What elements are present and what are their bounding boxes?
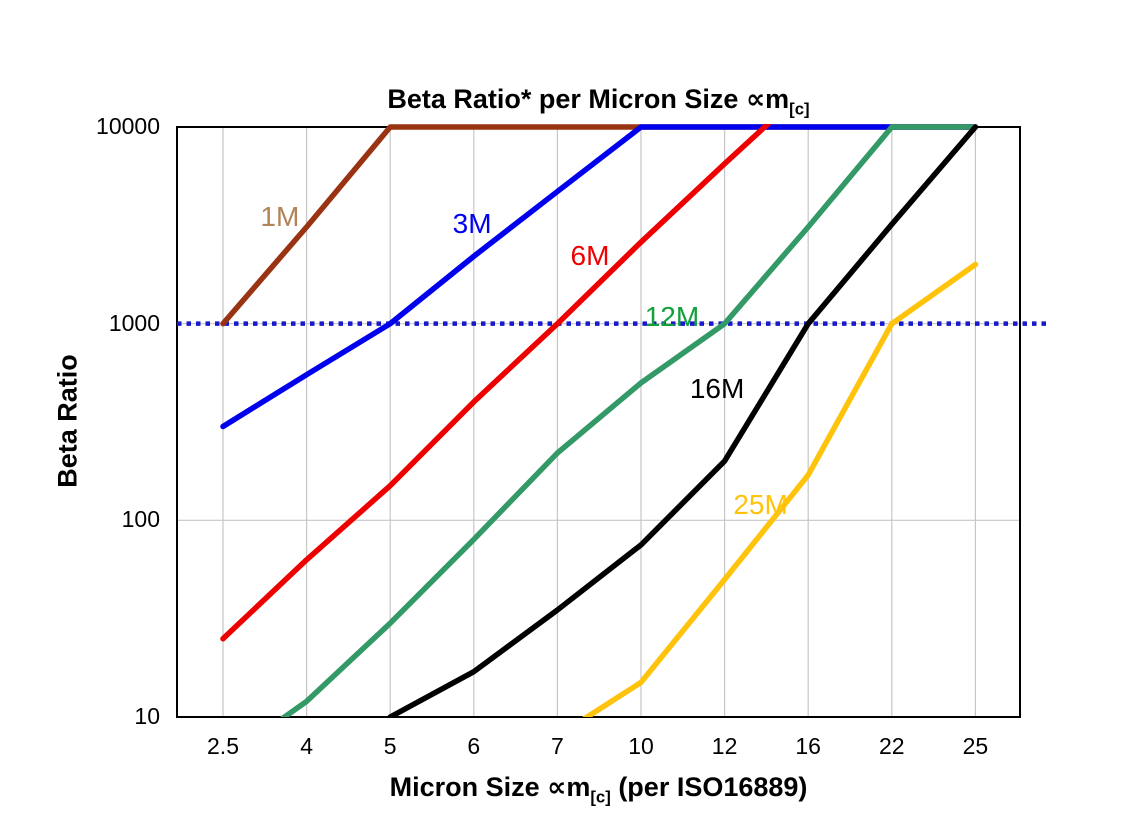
- x-axis-title-subscript: [c]: [590, 787, 611, 807]
- series-line-6M: [220, 124, 772, 642]
- chart-title-subscript: [c]: [789, 99, 810, 119]
- series-label-25M: 25M: [733, 488, 788, 520]
- x-axis-title-suffix: (per ISO16889): [610, 772, 808, 802]
- x-tick-label-2.5: 2.5: [207, 733, 239, 759]
- x-tick-label-12: 12: [711, 733, 738, 759]
- series-line-16M: [387, 124, 979, 717]
- x-tick-label-10: 10: [628, 733, 654, 759]
- x-tick-label-16: 16: [795, 733, 821, 759]
- x-tick-label-22: 22: [879, 733, 905, 759]
- x-tick-label-4: 4: [300, 733, 313, 759]
- series-line-25M: [582, 261, 979, 717]
- y-axis-title: Beta Ratio: [52, 354, 83, 488]
- series-label-12M: 12M: [644, 301, 700, 333]
- x-axis-title-text: Micron Size ∝m: [389, 772, 591, 802]
- y-tick-label-1000: 1000: [108, 309, 160, 336]
- x-tick-label-5: 5: [383, 733, 397, 759]
- x-tick-label-6: 6: [467, 733, 481, 759]
- x-axis-title: Micron Size ∝m[c] (per ISO16889): [177, 772, 1020, 807]
- series-line-3M: [220, 124, 979, 430]
- series-label-16M: 16M: [689, 373, 745, 405]
- series-line-12M: [279, 124, 979, 717]
- x-tick-label-7: 7: [550, 733, 564, 759]
- series-label-1M: 1M: [260, 200, 300, 232]
- y-tick-label-10000: 10000: [96, 113, 160, 139]
- x-tick-label-25: 25: [962, 733, 989, 759]
- series-label-6M: 6M: [570, 240, 610, 272]
- chart-title: Beta Ratio* per Micron Size ∝m[c]: [177, 84, 1020, 119]
- chart-title-text: Beta Ratio* per Micron Size ∝m: [387, 84, 790, 114]
- series-label-3M: 3M: [452, 208, 492, 240]
- y-tick-label-100: 100: [121, 506, 160, 533]
- y-tick-label-10: 10: [134, 703, 160, 729]
